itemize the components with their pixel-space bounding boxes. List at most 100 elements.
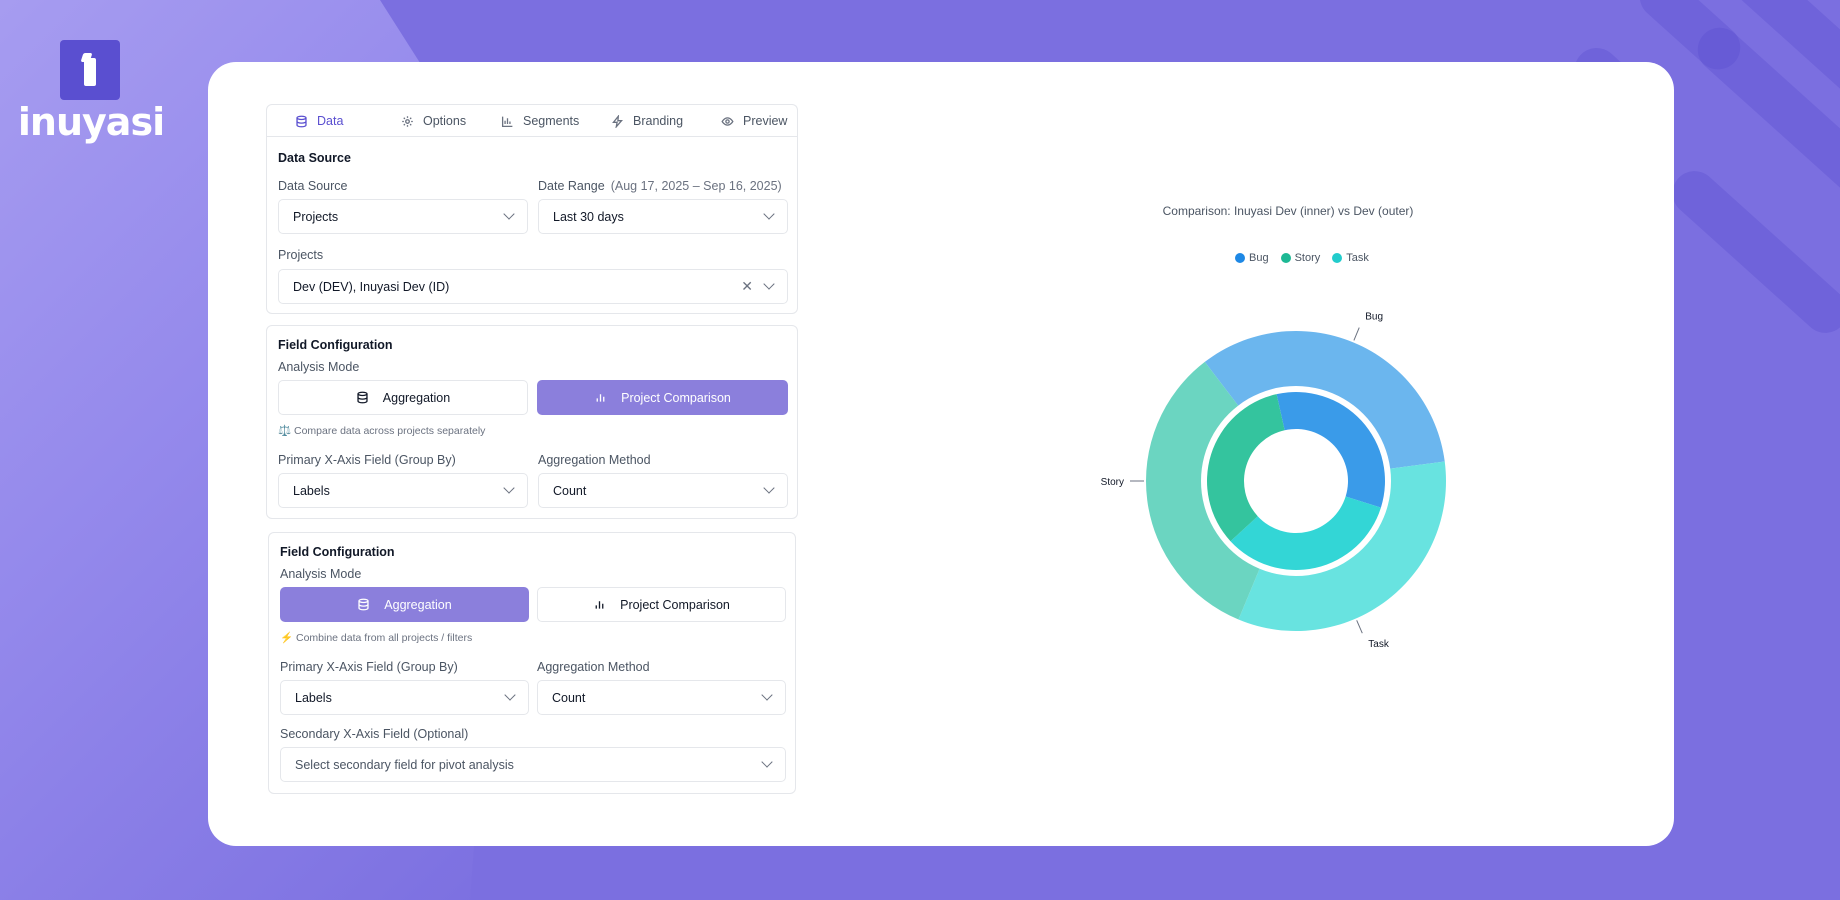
primary-field-label: Primary X-Axis Field (Group By) [280, 660, 458, 674]
donut-chart: Bug Story Task [1101, 312, 1446, 650]
legend-swatch [1235, 253, 1245, 263]
legend-item-story[interactable]: Story [1280, 252, 1321, 264]
legend-label: Bug [1249, 252, 1269, 264]
secondary-field-label: Secondary X-Axis Field (Optional) [280, 727, 469, 741]
label-leader-line [1353, 327, 1360, 341]
select-value: Count [552, 690, 586, 705]
gear-icon [402, 115, 413, 127]
data-source-section: Data Source Data Source Projects Date Ra… [266, 136, 798, 314]
primary-field-select[interactable]: Labels [280, 680, 529, 715]
tab-label: Data [317, 114, 344, 128]
chevron-down-icon [503, 208, 515, 220]
select-value: Count [553, 483, 587, 498]
inner-slice-story[interactable] [1207, 394, 1285, 542]
chevron-down-icon [763, 278, 775, 290]
lightning-icon [612, 114, 623, 128]
chart-title: Comparison: Inuyasi Dev (inner) vs Dev (… [1162, 204, 1414, 218]
tab-label: Segments [523, 114, 580, 128]
outer-slice-story[interactable] [1146, 361, 1260, 620]
eye-icon [721, 116, 734, 126]
aggregation-method-select[interactable]: Count [537, 680, 786, 715]
project-comparison-mode-button[interactable]: Project Comparison [537, 380, 788, 415]
button-label: Project Comparison [620, 597, 730, 612]
slice-label-task: Task [1368, 639, 1390, 650]
tab-bar: Data Options Segments Branding Preview [266, 104, 798, 138]
label-leader-line [1356, 620, 1363, 634]
tab-data[interactable]: Data [267, 105, 401, 138]
chevron-down-icon [761, 756, 773, 768]
database-icon [357, 391, 368, 404]
tab-segments[interactable]: Segments [473, 105, 583, 137]
chevron-down-icon [763, 482, 775, 494]
chevron-down-icon [763, 208, 775, 220]
data-source-select[interactable]: Projects [278, 199, 528, 234]
button-label: Aggregation [384, 597, 452, 612]
aggregation-method-label: Aggregation Method [537, 660, 650, 674]
select-value: Dev (DEV), Inuyasi Dev (ID) [293, 279, 450, 294]
select-placeholder: Select secondary field for pivot analysi… [295, 757, 514, 772]
chevron-down-icon [503, 482, 515, 494]
mode-hint: ⚡ Combine data from all projects / filte… [280, 632, 473, 644]
logo-icon [60, 40, 120, 100]
date-range-select[interactable]: Last 30 days [538, 199, 788, 234]
projects-multiselect[interactable]: Dev (DEV), Inuyasi Dev (ID) ✕ [278, 269, 788, 304]
section-title: Data Source [278, 151, 351, 165]
aggregation-method-label: Aggregation Method [538, 453, 651, 467]
tab-options[interactable]: Options [373, 105, 473, 137]
inner-slice-task[interactable] [1230, 496, 1381, 570]
brand-name: inuyasi [17, 100, 165, 144]
legend-item-task[interactable]: Task [1332, 252, 1369, 264]
outer-slice-task[interactable] [1238, 461, 1446, 631]
bar-chart-icon [595, 601, 604, 609]
aggregation-mode-button[interactable]: Aggregation [278, 380, 528, 415]
inner-slice-bug[interactable] [1276, 392, 1385, 508]
aggregation-method-select[interactable]: Count [538, 473, 788, 508]
legend-label: Story [1294, 252, 1321, 264]
chart-panel: Comparison: Inuyasi Dev (inner) vs Dev (… [988, 202, 1588, 722]
date-range-label: Date Range (Aug 17, 2025 – Sep 16, 2025) [538, 179, 782, 193]
chevron-down-icon [504, 689, 516, 701]
date-range-hint: (Aug 17, 2025 – Sep 16, 2025) [610, 179, 782, 193]
chart-legend: Bug Story Task [1235, 252, 1369, 264]
brand-logo: inuyasi [16, 40, 166, 150]
bar-chart-icon [501, 116, 513, 127]
select-value: Last 30 days [553, 209, 624, 224]
legend-item-bug[interactable]: Bug [1235, 252, 1269, 264]
outer-slice-bug[interactable] [1204, 331, 1445, 469]
database-icon [296, 115, 307, 127]
analysis-mode-label: Analysis Mode [280, 567, 362, 581]
donut-hole [1245, 430, 1347, 532]
data-source-label: Data Source [278, 179, 348, 193]
bar-chart-icon [596, 394, 605, 402]
tab-label: Preview [743, 114, 788, 128]
tab-preview[interactable]: Preview [693, 105, 787, 137]
tab-branding[interactable]: Branding [583, 105, 693, 137]
slice-label-bug: Bug [1365, 312, 1383, 323]
analysis-mode-label: Analysis Mode [278, 360, 360, 374]
secondary-field-select[interactable]: Select secondary field for pivot analysi… [280, 747, 786, 782]
projects-label: Projects [278, 248, 324, 262]
tab-label: Options [423, 114, 467, 128]
field-config-section-comparison: Field Configuration Analysis Mode Aggreg… [266, 325, 798, 519]
legend-swatch [1332, 253, 1343, 263]
select-value: Labels [293, 483, 330, 498]
primary-field-select[interactable]: Labels [278, 473, 528, 508]
section-title: Field Configuration [278, 338, 393, 352]
primary-field-label: Primary X-Axis Field (Group By) [278, 453, 456, 467]
clear-icon[interactable]: ✕ [741, 278, 753, 294]
database-icon [358, 598, 369, 611]
tab-label: Branding [633, 114, 684, 128]
select-value: Labels [295, 690, 332, 705]
project-comparison-mode-button[interactable]: Project Comparison [537, 587, 786, 622]
slice-label-story: Story [1101, 477, 1124, 488]
button-label: Aggregation [382, 390, 451, 405]
aggregation-mode-button[interactable]: Aggregation [280, 587, 529, 622]
main-card: Data Options Segments Branding Preview D… [208, 62, 1674, 846]
section-title: Field Configuration [280, 545, 395, 559]
select-value: Projects [293, 209, 339, 224]
chevron-down-icon [761, 689, 773, 701]
legend-swatch [1280, 253, 1291, 263]
field-config-section-aggregation: Field Configuration Analysis Mode Aggreg… [268, 532, 796, 794]
button-label: Project Comparison [621, 390, 731, 405]
legend-label: Task [1346, 252, 1369, 264]
